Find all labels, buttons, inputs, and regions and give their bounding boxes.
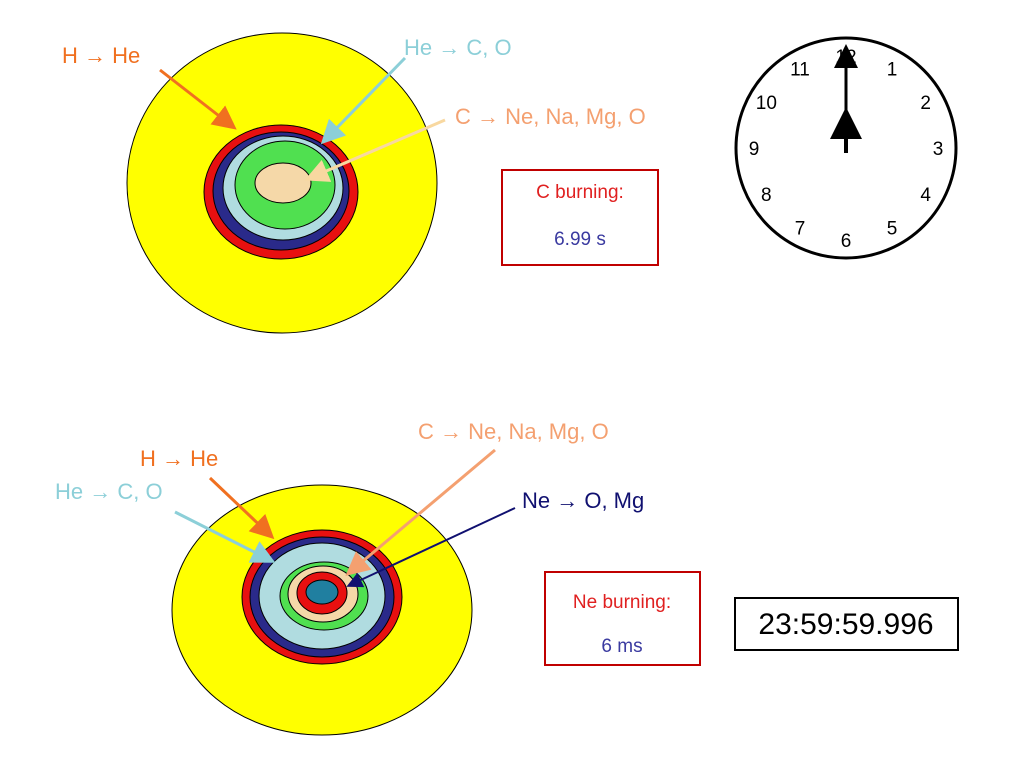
label: He → C, O [404,35,512,60]
arrow [304,118,446,182]
label: H → He [62,43,140,68]
clock-numeral: 11 [790,59,810,80]
arrow [320,56,407,145]
label: C → Ne, Na, Mg, O [455,104,646,129]
arrow [159,68,237,130]
info-box [544,571,701,666]
label: He → C, O [55,479,163,504]
clock-numeral: 5 [887,219,898,240]
clock-numeral: 7 [795,219,806,240]
box-title: C burning: [536,182,624,203]
arrow [345,448,496,576]
arrow [208,476,275,540]
label: C → Ne, Na, Mg, O [418,419,609,444]
digital-clock [734,597,959,651]
clock-numeral: 6 [841,231,852,252]
clock-numeral: 8 [761,185,772,206]
clock-numeral: 10 [756,93,777,114]
info-box [501,169,659,266]
clock-numeral: 9 [749,139,760,160]
star-top [126,32,438,334]
arrow [346,507,516,588]
clock-numeral: 12 [835,47,856,68]
digital-time: 23:59:59.996 [758,608,933,641]
clock-numeral: 1 [887,59,898,80]
star-bottom [171,484,473,736]
label: H → He [140,446,218,471]
box-time: 6.99 s [554,229,606,250]
label: Ne → O, Mg [522,488,644,513]
clock-numeral: 4 [920,185,931,206]
clock-numeral: 3 [933,139,944,160]
box-time: 6 ms [601,636,642,657]
clock-numeral: 2 [920,93,931,114]
arrow [174,510,276,563]
box-title: Ne burning: [573,592,671,613]
